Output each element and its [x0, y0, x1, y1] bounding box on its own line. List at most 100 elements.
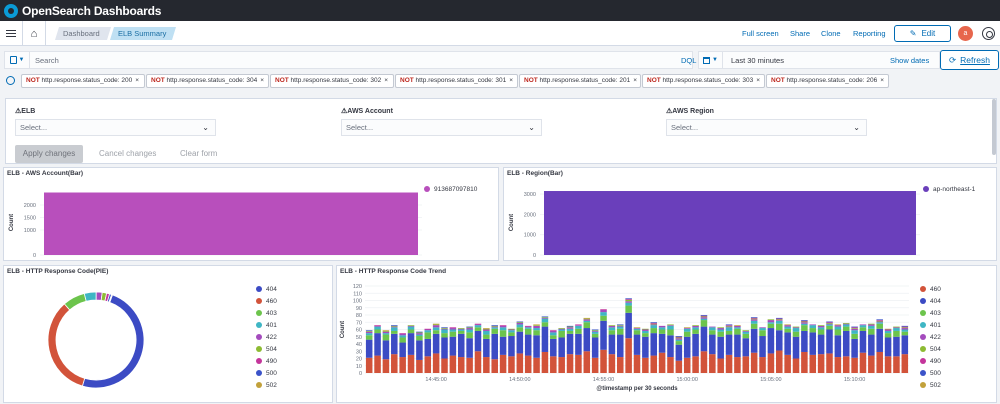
legend-item[interactable]: 502 [920, 379, 941, 391]
menu-icon[interactable] [0, 21, 22, 46]
legend-item[interactable]: 401 [256, 319, 277, 331]
stacked-bar-segment [700, 351, 708, 373]
quick-select-menu[interactable]: ▼ [699, 52, 723, 68]
stacked-bar-segment [725, 325, 733, 327]
elb-label-text: ELB [21, 108, 36, 115]
elb-select[interactable]: Select... ⌄ [15, 119, 216, 136]
panel-title: ELB - HTTP Response Code(PIE) [7, 268, 109, 275]
legend-item[interactable]: 502 [256, 379, 277, 391]
stacked-bar-segment [466, 326, 473, 328]
close-icon[interactable]: × [633, 77, 638, 84]
stacked-bar-segment [650, 328, 658, 334]
query-language-toggle[interactable]: DQL [681, 56, 697, 65]
edit-button[interactable]: ✎ Edit [894, 25, 951, 42]
filter-menu-icon[interactable] [6, 76, 15, 85]
stacked-bar-segment [625, 338, 632, 373]
stacked-bar-segment [524, 334, 532, 356]
aws-region-select-placeholder: Select... [671, 123, 699, 132]
refresh-icon: ⟳ [949, 54, 957, 65]
legend-label: 502 [266, 381, 277, 389]
stacked-bar-segment [817, 334, 825, 355]
legend-item[interactable]: 401 [920, 319, 941, 331]
home-icon[interactable]: ⌂ [22, 21, 46, 46]
close-icon[interactable]: × [756, 77, 761, 84]
stacked-bar-segment [692, 327, 699, 330]
stacked-bar-segment [884, 356, 892, 373]
refresh-button-label: Refresh [960, 55, 990, 65]
filter-pill[interactable]: NOT http.response.status_code: 301 × [395, 74, 518, 88]
help-icon[interactable] [982, 27, 995, 40]
stacked-bar-segment [550, 330, 557, 333]
aws-account-select[interactable]: Select... ⌄ [341, 119, 542, 136]
stacked-bar-segment [608, 354, 616, 373]
stacked-bar-segment [374, 325, 381, 326]
filter-pill[interactable]: NOT http.response.status_code: 304 × [146, 74, 269, 88]
close-icon[interactable]: × [880, 77, 885, 84]
filter-pill[interactable]: NOT http.response.status_code: 303 × [642, 74, 765, 88]
stacked-bar-segment [767, 319, 775, 321]
stacked-bar-segment [834, 335, 842, 358]
legend-item[interactable]: 422 [920, 331, 941, 343]
aws-region-select[interactable]: Select... ⌄ [666, 119, 867, 136]
time-range-text[interactable]: Last 30 minutes [731, 56, 784, 65]
close-icon[interactable]: × [384, 77, 389, 84]
reporting-link[interactable]: Reporting [853, 29, 886, 38]
scrollbar[interactable] [992, 99, 996, 155]
legend-item[interactable]: ap-northeast-1 [923, 183, 975, 195]
apply-changes-button[interactable]: Apply changes [15, 145, 83, 163]
legend-swatch [920, 358, 926, 364]
stacked-bar-segment [591, 357, 599, 373]
refresh-button[interactable]: ⟳ Refresh [940, 50, 999, 70]
close-icon[interactable]: × [260, 77, 265, 84]
close-icon[interactable]: × [509, 77, 514, 84]
legend-item[interactable]: 500 [256, 367, 277, 379]
filter-text: http.response.status_code: 301 [415, 77, 507, 84]
legend-item[interactable]: 913687097810 [424, 183, 477, 195]
clear-form-button[interactable]: Clear form [180, 149, 218, 158]
legend-item[interactable]: 403 [256, 307, 277, 319]
stacked-bar-segment [692, 333, 699, 357]
cancel-changes-button[interactable]: Cancel changes [99, 149, 157, 158]
stacked-bar-segment [717, 336, 724, 359]
share-link[interactable]: Share [790, 29, 811, 38]
filter-pill[interactable]: NOT http.response.status_code: 200 × [21, 74, 145, 88]
breadcrumb-dashboard[interactable]: Dashboard [55, 27, 111, 40]
avatar[interactable]: a [958, 26, 973, 41]
pie-slice [81, 294, 145, 389]
stacked-bar-segment [616, 357, 624, 373]
stacked-bar-segment [667, 325, 674, 326]
stacked-bar-segment [449, 355, 457, 373]
legend-item[interactable]: 422 [256, 331, 277, 343]
controls-panel: ⚠ELB Select... ⌄ ⚠AWS Account Select... ⌄ … [5, 98, 997, 164]
legend-item[interactable]: 490 [920, 355, 941, 367]
legend-item[interactable]: 404 [256, 283, 277, 295]
close-icon[interactable]: × [135, 77, 140, 84]
legend-item[interactable]: 404 [920, 295, 941, 307]
legend-item[interactable]: 504 [256, 343, 277, 355]
filter-pill[interactable]: NOT http.response.status_code: 302 × [270, 74, 394, 88]
legend-item[interactable]: 500 [920, 367, 941, 379]
stacked-bar-segment [583, 318, 591, 320]
opensearch-logo-icon[interactable] [4, 3, 18, 18]
legend-item[interactable]: 460 [256, 295, 277, 307]
stacked-bar-segment [709, 330, 716, 335]
legend-item[interactable]: 460 [920, 283, 941, 295]
filter-pill[interactable]: NOT http.response.status_code: 201 × [519, 74, 641, 88]
stacked-bar-segment [642, 328, 649, 330]
stacked-bar-segment [851, 328, 858, 329]
search-input[interactable] [35, 52, 635, 68]
full-screen-link[interactable]: Full screen [742, 29, 779, 38]
legend-item[interactable]: 403 [920, 307, 941, 319]
legend-item[interactable]: 504 [920, 343, 941, 355]
legend-item[interactable]: 490 [256, 355, 277, 367]
stacked-bar-segment [524, 327, 532, 329]
stacked-bar-segment [499, 325, 507, 328]
app-brand[interactable]: OpenSearch Dashboards [22, 3, 162, 18]
region-bar-panel: ELB - Region(Bar) 0 1000 2000 3000 Count ap-… [503, 167, 997, 261]
filter-pill[interactable]: NOT http.response.status_code: 206 × [766, 74, 889, 88]
stacked-bar-segment [591, 337, 599, 358]
show-dates-link[interactable]: Show dates [890, 56, 930, 65]
saved-query-menu[interactable]: ▼ [5, 52, 30, 68]
stacked-bar-segment [876, 328, 883, 352]
clone-link[interactable]: Clone [821, 29, 841, 38]
